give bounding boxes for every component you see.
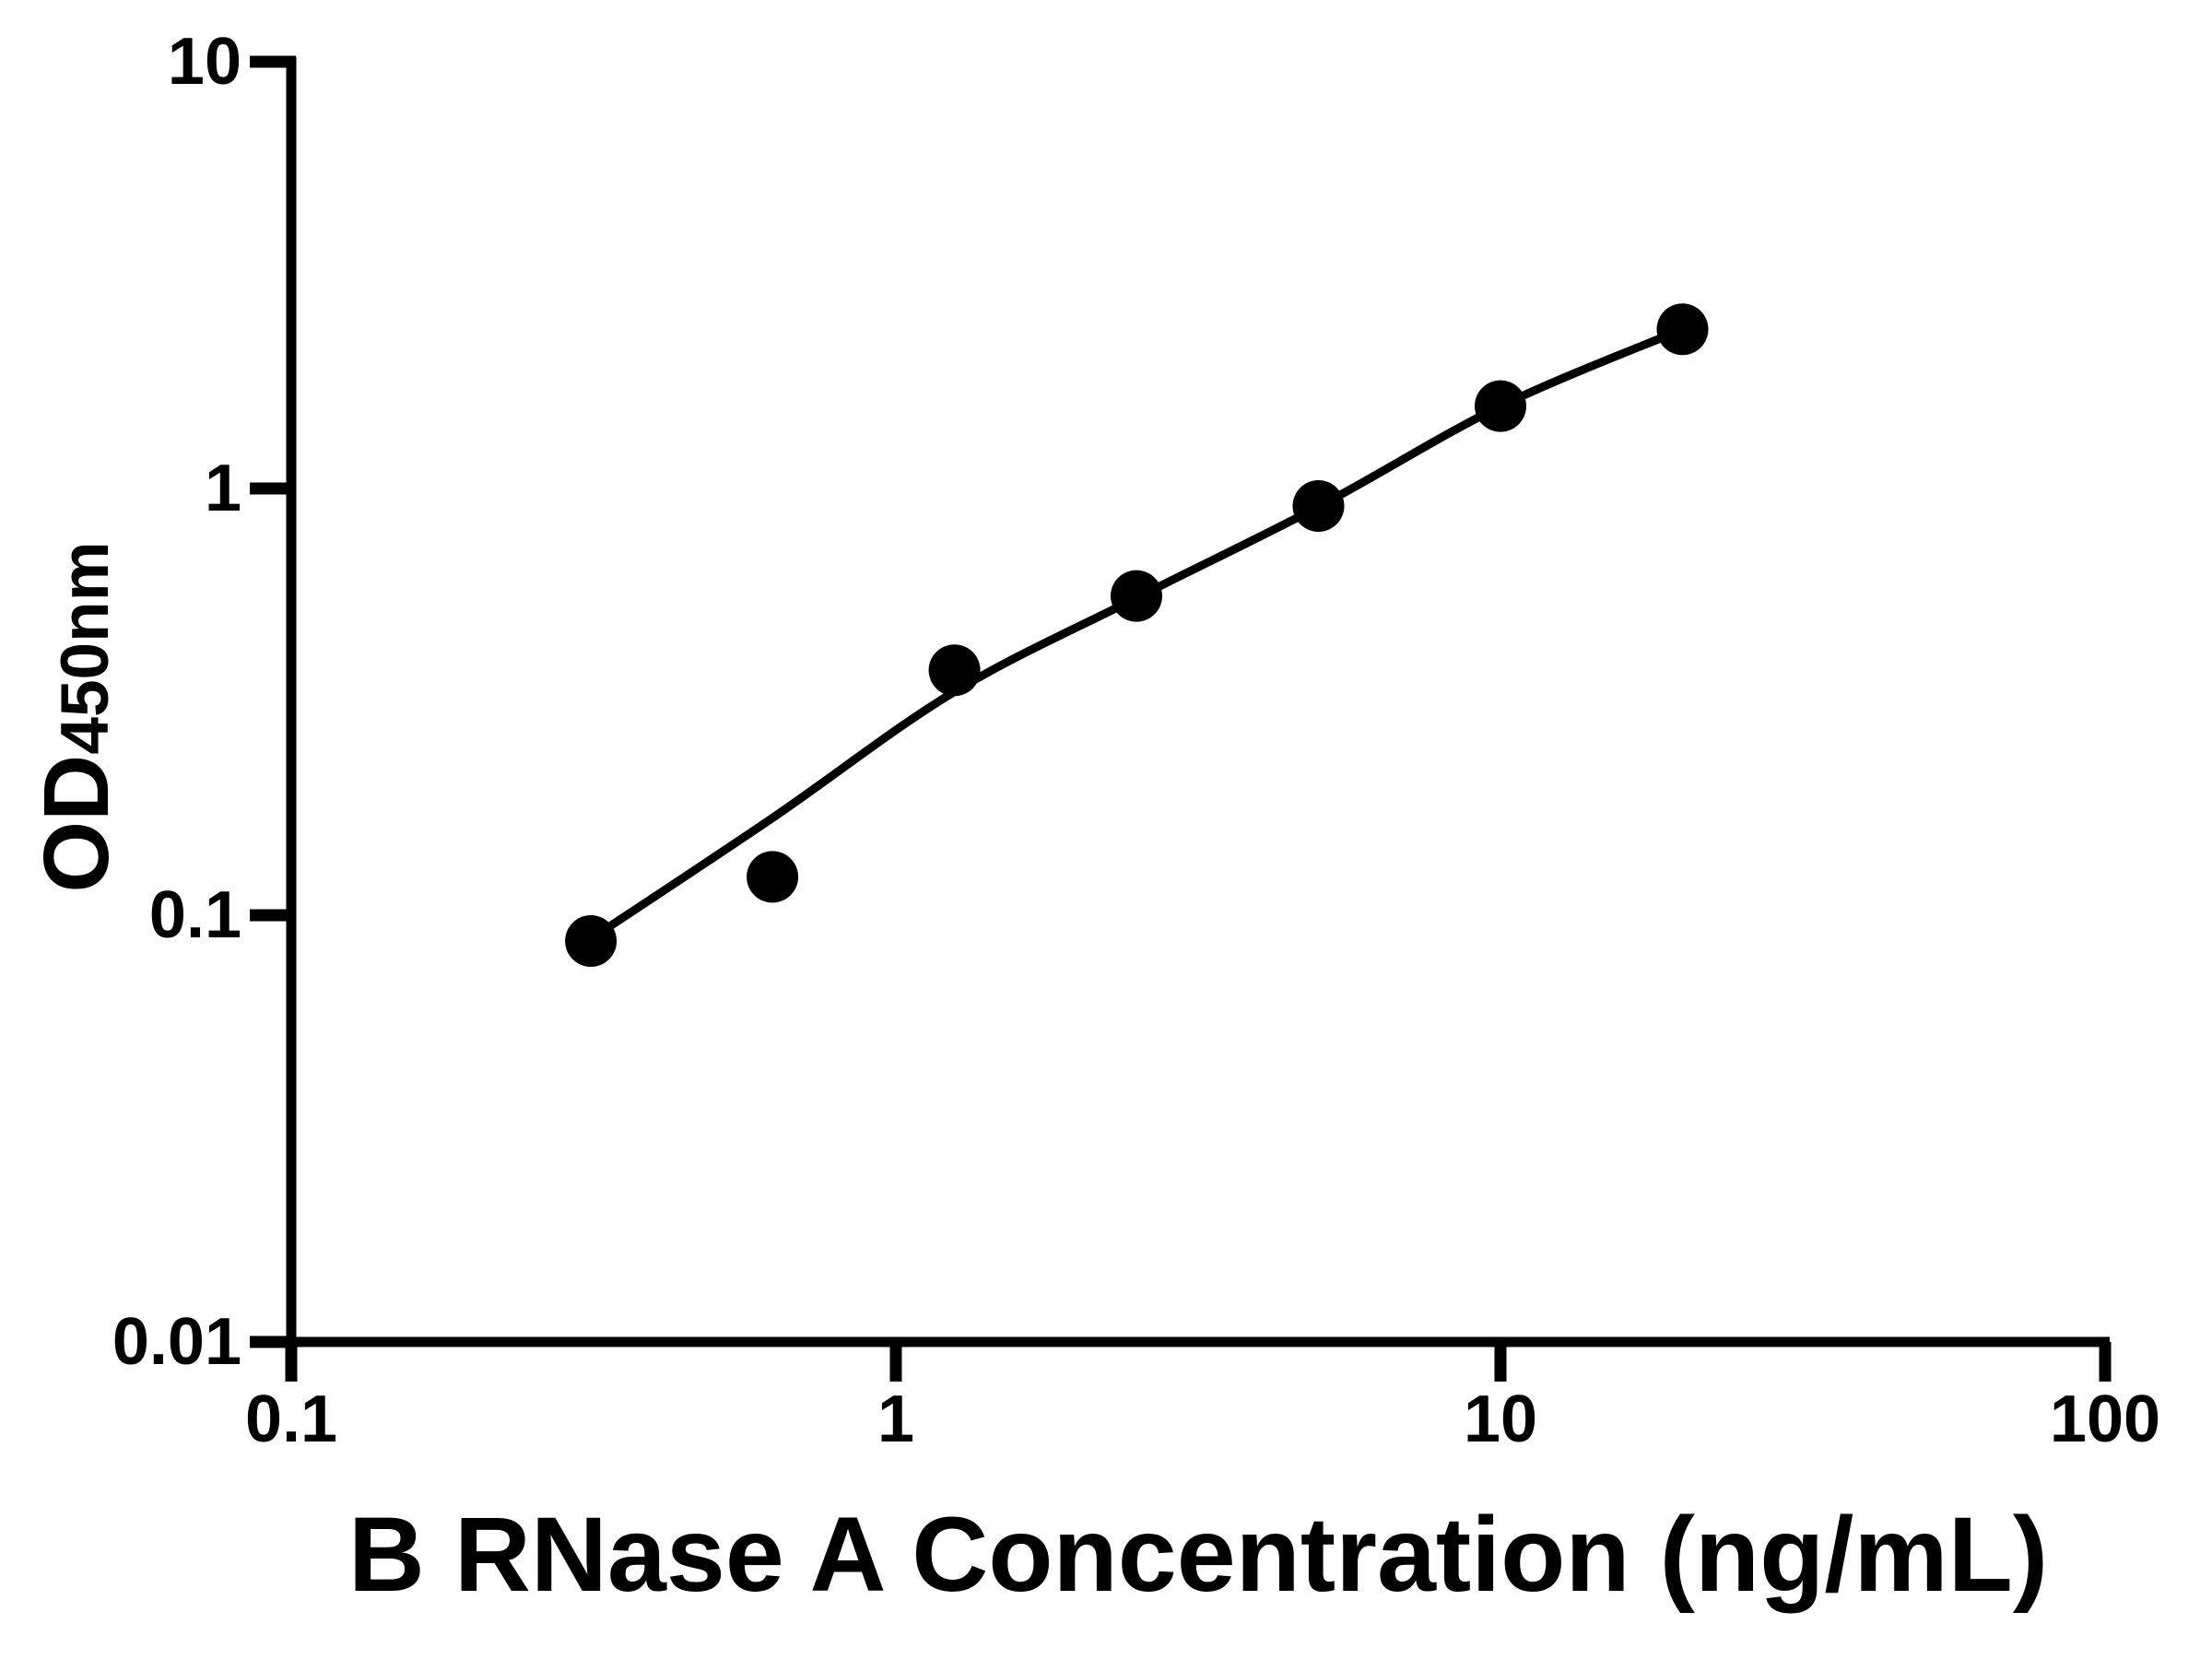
data-point bbox=[1656, 303, 1709, 356]
data-point bbox=[928, 644, 981, 697]
data-point bbox=[747, 851, 799, 903]
data-point bbox=[1111, 570, 1162, 622]
data-point bbox=[1475, 380, 1526, 432]
y-axis-title-subscript: 450nm bbox=[48, 541, 123, 755]
y-tick-label: 0.1 bbox=[148, 878, 241, 952]
x-tick-label: 100 bbox=[2049, 1382, 2161, 1456]
y-tick-label: 10 bbox=[167, 25, 241, 99]
y-axis-title-main: OD bbox=[25, 754, 128, 893]
data-point bbox=[565, 915, 618, 967]
data-point bbox=[1292, 480, 1345, 532]
x-tick-label: 1 bbox=[877, 1382, 915, 1456]
x-tick-label: 0.1 bbox=[244, 1382, 338, 1456]
x-axis-title: B RNase A Concentration (ng/mL) bbox=[347, 1496, 2049, 1614]
x-tick-label: 10 bbox=[1463, 1382, 1538, 1456]
y-tick-label: 0.01 bbox=[112, 1305, 241, 1379]
y-tick-label: 1 bbox=[204, 452, 241, 525]
y-axis-title: OD450nm bbox=[24, 541, 138, 892]
